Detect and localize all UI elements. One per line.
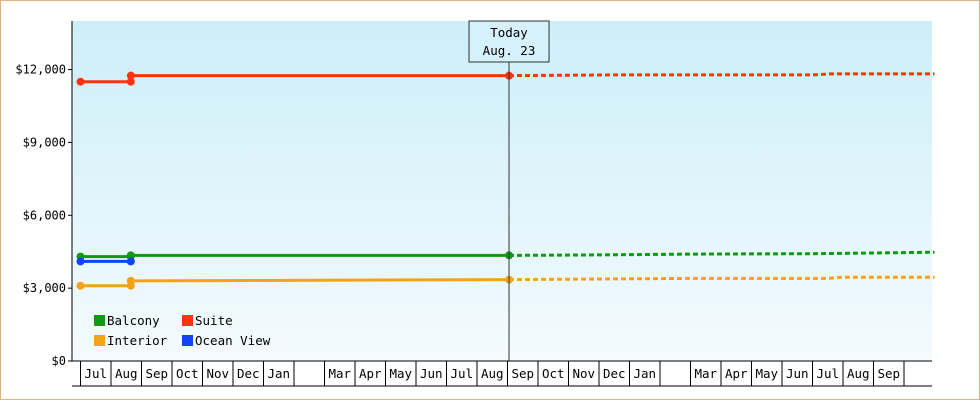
series-line-solid (80, 253, 509, 259)
month-label: Jun (420, 366, 443, 381)
today-label-line1: Today (490, 25, 528, 40)
data-point (76, 77, 85, 86)
month-label: May (755, 366, 778, 381)
month-label: Nov (572, 366, 595, 381)
month-label: Aug (481, 366, 504, 381)
month-label: Nov (206, 366, 229, 381)
today-label-line2: Aug. 23 (483, 43, 536, 58)
month-label: May (389, 366, 412, 381)
month-label: Jun (786, 366, 809, 381)
series-line-projected (508, 275, 935, 282)
month-label: Oct (542, 366, 565, 381)
series-line-projected (508, 250, 935, 257)
data-point (126, 251, 135, 260)
y-tick-label: $0 (52, 354, 66, 368)
month-label: Mar (694, 366, 717, 381)
month-label: Mar (328, 366, 351, 381)
legend-swatch (94, 335, 105, 346)
today-label-box (468, 20, 550, 63)
data-point (76, 281, 85, 290)
data-point (126, 257, 135, 266)
plot-background (72, 21, 932, 361)
data-point (126, 276, 135, 285)
legend-swatch (94, 315, 105, 326)
month-label: Sep (511, 366, 534, 381)
series-suite (76, 71, 935, 86)
y-tick-label: $12,000 (15, 63, 66, 77)
month-label: Jul (450, 366, 473, 381)
y-tick-label: $9,000 (23, 135, 66, 149)
y-tick-label: $3,000 (23, 281, 66, 295)
legend-label: Ocean View (195, 333, 271, 348)
month-label: Jul (84, 366, 107, 381)
month-label: Sep (145, 366, 168, 381)
month-label: Jan (267, 366, 290, 381)
month-label: Oct (176, 366, 199, 381)
data-point (126, 71, 135, 80)
series-ocean-view (76, 257, 135, 266)
y-tick-label: $6,000 (23, 208, 66, 222)
data-point (126, 77, 135, 86)
month-label: Sep (877, 366, 900, 381)
legend-swatch (182, 315, 193, 326)
month-label: Apr (725, 366, 748, 381)
month-label: Aug (847, 366, 870, 381)
month-label: Dec (237, 366, 260, 381)
month-label: Jan (633, 366, 656, 381)
month-label: Aug (115, 366, 138, 381)
month-label: Apr (359, 366, 382, 381)
month-label: Dec (603, 366, 626, 381)
legend-swatch (182, 335, 193, 346)
data-point (76, 257, 85, 266)
legend-label: Interior (107, 333, 168, 348)
series-line-projected (508, 72, 935, 78)
legend-label: Balcony (107, 313, 160, 328)
month-axis: Jul Aug Sep Oct Nov Dec Jan Mar Apr May Jun Jul Aug S… (72, 361, 932, 387)
month-label: Jul (816, 366, 839, 381)
legend-label: Suite (195, 313, 233, 328)
